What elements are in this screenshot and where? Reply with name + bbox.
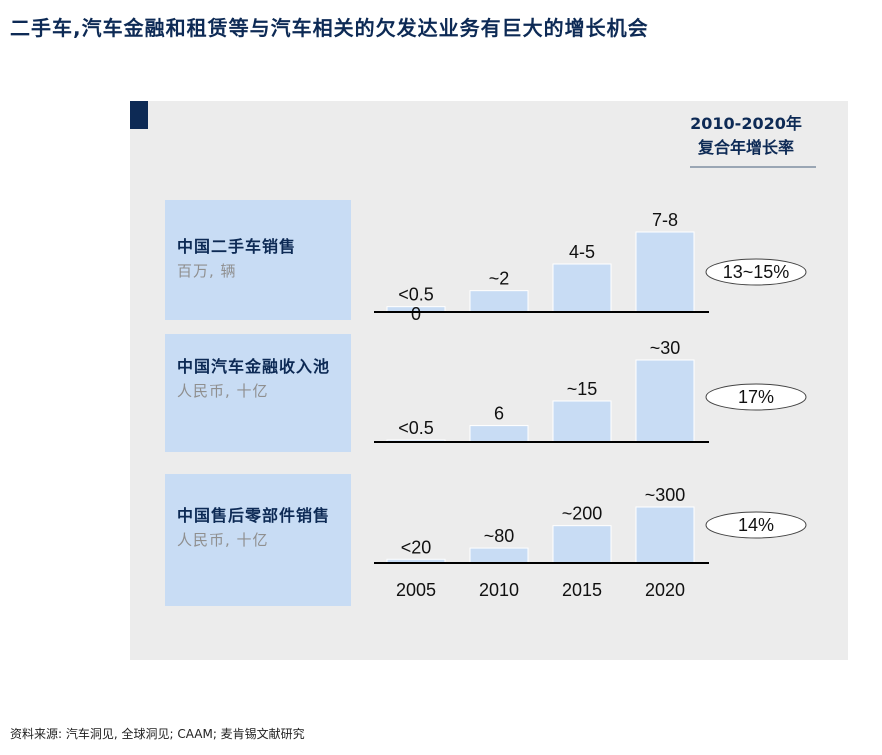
cagr-header-line1: 2010-2020年 — [690, 114, 802, 133]
row-unit: 百万, 辆 — [177, 262, 237, 280]
cagr-oval — [705, 511, 807, 539]
data-label: <0.5 — [398, 418, 434, 438]
data-label: <20 — [401, 537, 432, 557]
cagr-oval — [705, 258, 807, 286]
bar — [635, 506, 695, 564]
data-label: ~200 — [562, 504, 603, 524]
row-label-used-car-sales: 中国二手车销售 百万, 辆 — [165, 200, 351, 320]
source-note: 资料来源: 汽车洞见, 全球洞见; CAAM; 麦肯锡文献研究 — [10, 727, 305, 741]
x-tick-label: 2005 — [396, 580, 436, 600]
data-label: ~30 — [650, 338, 681, 358]
x-tick-label: 2010 — [479, 580, 519, 600]
data-label: 7-8 — [652, 210, 678, 230]
data-label: ~2 — [489, 269, 510, 289]
data-label: 4-5 — [569, 242, 595, 262]
page-title: 二手车,汽车金融和租赁等与汽车相关的欠发达业务有巨大的增长机会 — [10, 16, 649, 40]
cagr-oval — [705, 383, 807, 411]
bar — [469, 290, 529, 313]
row-label-aftermarket-parts: 中国售后零部件销售 人民币, 十亿 — [165, 474, 351, 606]
bar — [635, 231, 695, 313]
cagr-value: 13~15% — [723, 262, 790, 282]
row-title: 中国二手车销售 — [177, 237, 297, 256]
row-unit: 人民币, 十亿 — [177, 382, 269, 400]
data-label: ~80 — [484, 526, 515, 546]
row-unit: 人民币, 十亿 — [177, 531, 269, 549]
x-tick-label: 2020 — [645, 580, 685, 600]
row-label-auto-finance: 中国汽车金融收入池 人民币, 十亿 — [165, 334, 351, 452]
bar — [552, 400, 612, 443]
section-marker — [130, 101, 148, 129]
data-label: 6 — [494, 404, 504, 424]
data-label: ~15 — [567, 379, 598, 399]
cagr-value: 14% — [738, 515, 774, 535]
cagr-header: 2010-2020年 复合年增长率 — [676, 112, 816, 160]
x-tick-label: 2015 — [562, 580, 602, 600]
row-title: 中国售后零部件销售 — [177, 506, 331, 525]
data-label: 0 — [411, 304, 421, 324]
bar — [552, 525, 612, 564]
row-title: 中国汽车金融收入池 — [177, 357, 331, 376]
bar — [635, 359, 695, 443]
bar — [469, 425, 529, 443]
cagr-value: 17% — [738, 387, 774, 407]
cagr-header-line2: 复合年增长率 — [697, 138, 794, 157]
cagr-header-underline — [690, 166, 816, 168]
bar — [552, 263, 612, 313]
data-label: <0.5 — [398, 285, 434, 305]
data-label: ~300 — [645, 485, 686, 505]
bar — [469, 547, 529, 564]
